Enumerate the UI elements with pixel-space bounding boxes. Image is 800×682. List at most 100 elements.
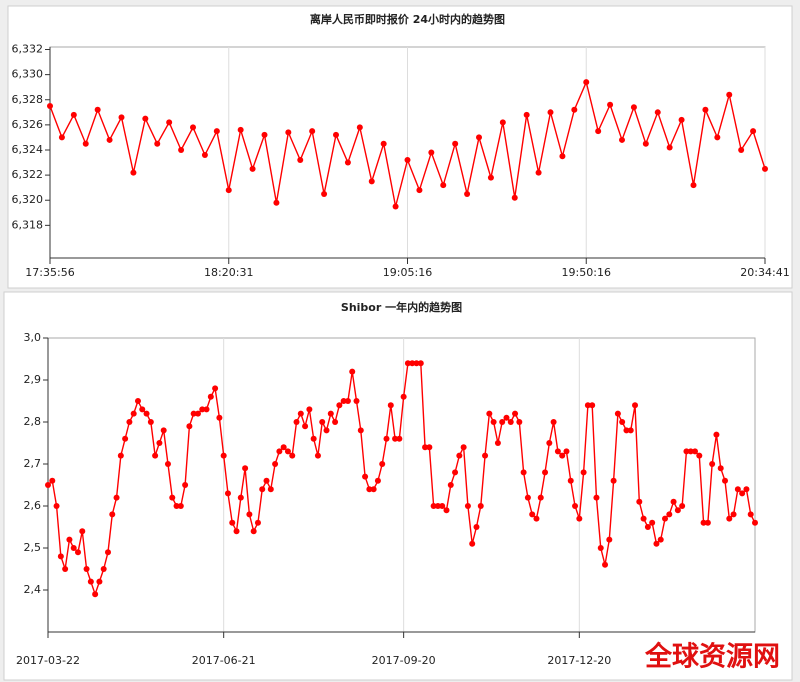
x-tick-label: 2017-09-20 (372, 654, 436, 667)
point (109, 511, 116, 518)
point (642, 140, 649, 147)
point (106, 136, 113, 143)
point (439, 503, 446, 509)
point (74, 549, 81, 556)
point (104, 549, 111, 556)
point (66, 536, 73, 543)
point (516, 419, 523, 425)
point (87, 578, 94, 585)
x-tick-label: 2017-06-21 (192, 654, 256, 667)
point (595, 128, 602, 135)
point (559, 153, 566, 160)
point (679, 503, 686, 509)
point (524, 494, 531, 501)
point (212, 385, 219, 392)
point (722, 477, 729, 484)
point (469, 540, 476, 547)
point (344, 398, 351, 404)
y-tick-label: 6,324 (12, 143, 44, 156)
point (726, 91, 733, 98)
point (117, 452, 124, 459)
point (666, 511, 673, 518)
point (584, 402, 591, 409)
point (452, 140, 459, 147)
point (409, 360, 416, 367)
point (606, 536, 613, 543)
x-tick-label: 20:34:41 (740, 266, 789, 279)
point (430, 503, 437, 509)
point (644, 524, 651, 530)
point (662, 515, 669, 522)
point (285, 129, 292, 136)
y-tick-label: 2,5 (24, 541, 42, 554)
point (473, 524, 480, 530)
x-tick-label: 18:20:31 (204, 266, 253, 279)
x-tick-label: 19:50:16 (562, 266, 611, 279)
point (340, 398, 347, 404)
point (392, 203, 399, 210)
point (220, 452, 227, 459)
point (284, 448, 291, 455)
point (166, 119, 173, 126)
x-tick-label: 2017-03-22 (16, 654, 80, 667)
point (567, 477, 574, 484)
chart-title: Shibor 一年内的趋势图 (341, 300, 462, 314)
point (713, 431, 720, 438)
point (704, 519, 711, 526)
point (178, 146, 185, 153)
point (47, 103, 53, 110)
point (487, 174, 494, 181)
point (614, 410, 621, 417)
point (143, 410, 150, 417)
point (400, 393, 407, 400)
point (225, 187, 232, 194)
point (233, 528, 240, 535)
y-tick-label: 6,328 (12, 93, 44, 106)
panel (7, 5, 793, 289)
point (309, 128, 316, 135)
point (610, 477, 617, 484)
point (683, 448, 690, 455)
point (139, 406, 146, 413)
point (53, 503, 60, 509)
point (554, 448, 561, 455)
point (535, 169, 542, 176)
point (368, 178, 375, 185)
point (404, 360, 411, 367)
point (709, 461, 716, 467)
point (249, 165, 256, 172)
point (702, 106, 709, 113)
point (619, 419, 626, 425)
charts: 离岸人民币即时报价 24小时内的趋势图 17:35:56 18:20:31 19:05… (12, 12, 790, 667)
point (563, 448, 570, 455)
y-tick-label: 2,8 (24, 415, 42, 428)
point (507, 419, 514, 425)
point (447, 482, 454, 488)
point (70, 545, 77, 551)
point (512, 410, 519, 417)
point (113, 494, 120, 501)
point (533, 515, 540, 522)
point (370, 486, 377, 493)
point (323, 427, 330, 434)
point (344, 159, 351, 166)
point (428, 149, 435, 156)
point (476, 134, 482, 141)
point (657, 536, 664, 543)
point (310, 435, 317, 442)
point (79, 528, 86, 535)
point (627, 427, 634, 434)
point (201, 152, 208, 159)
point (49, 477, 56, 484)
point (452, 469, 459, 476)
point (177, 503, 184, 509)
point (607, 101, 614, 108)
point (490, 419, 497, 425)
point (678, 116, 685, 123)
point (739, 490, 746, 497)
point (380, 140, 387, 147)
point (692, 448, 699, 455)
point (743, 486, 750, 493)
x-tick-label: 2017-12-20 (547, 654, 611, 667)
